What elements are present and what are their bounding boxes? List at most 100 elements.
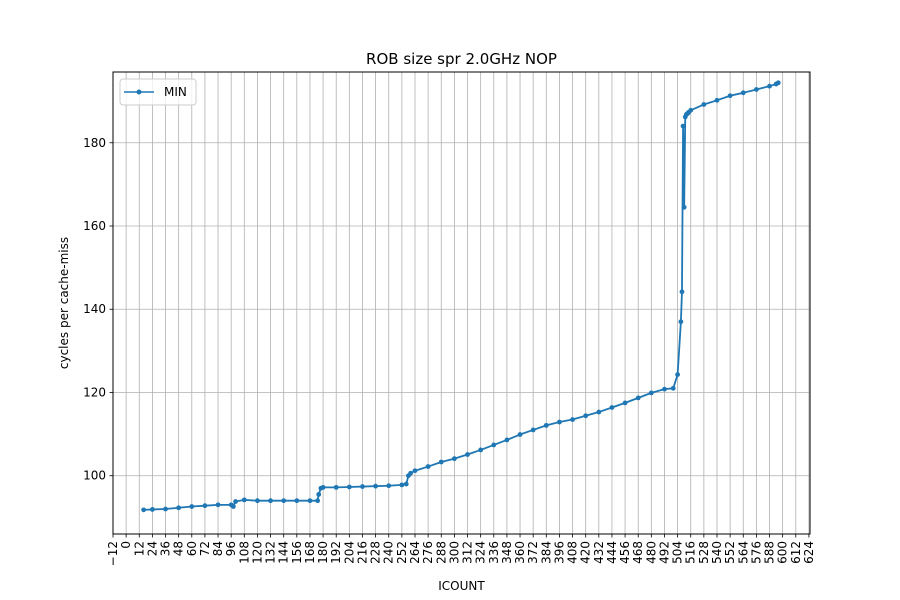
data-point xyxy=(662,386,667,392)
x-axis-label: ICOUNT xyxy=(438,579,485,593)
data-point xyxy=(215,502,221,508)
x-tick-label: 144 xyxy=(277,541,291,564)
x-tick-label: 396 xyxy=(552,541,566,564)
data-point xyxy=(775,80,781,86)
y-axis-ticks: 100 120 140 160 180 xyxy=(83,136,113,483)
data-point xyxy=(307,498,313,504)
x-tick-label: 108 xyxy=(237,541,251,564)
series-layer xyxy=(141,80,781,513)
x-tick-label: 336 xyxy=(487,541,501,564)
data-point xyxy=(680,123,686,129)
x-tick-label: 96 xyxy=(224,541,238,556)
x-tick-label: 264 xyxy=(408,541,422,564)
x-tick-label: 420 xyxy=(579,541,593,564)
legend-marker xyxy=(136,89,142,95)
x-tick-label: 588 xyxy=(763,541,777,564)
data-point xyxy=(530,427,536,433)
data-point xyxy=(670,385,676,391)
x-tick-label: 384 xyxy=(539,541,553,564)
data-point xyxy=(727,93,733,99)
x-tick-label: 576 xyxy=(749,541,763,564)
data-point xyxy=(412,468,418,474)
x-tick-label: 12 xyxy=(132,541,146,556)
data-point xyxy=(255,498,260,504)
data-point xyxy=(596,409,602,415)
x-tick-label: 516 xyxy=(684,541,698,564)
x-tick-label: 48 xyxy=(172,541,186,556)
data-point xyxy=(675,372,681,377)
grid xyxy=(112,72,810,534)
data-point xyxy=(491,442,497,448)
data-point xyxy=(315,498,321,504)
data-point xyxy=(163,506,168,512)
data-point xyxy=(465,452,470,457)
data-point xyxy=(373,483,379,489)
data-point xyxy=(281,498,287,504)
data-point xyxy=(557,419,562,425)
x-tick-label: 480 xyxy=(644,541,658,564)
data-point xyxy=(767,83,772,89)
data-point xyxy=(268,498,273,504)
x-tick-label: 168 xyxy=(303,541,317,564)
x-tick-label: 492 xyxy=(657,541,671,564)
data-point xyxy=(230,504,236,509)
data-point xyxy=(609,405,615,410)
data-point xyxy=(583,413,589,419)
y-tick-label: 180 xyxy=(83,136,106,150)
x-tick-label: −12 xyxy=(106,541,120,566)
x-tick-label: 456 xyxy=(618,541,632,564)
x-tick-label: 120 xyxy=(250,541,264,564)
x-tick-label: 444 xyxy=(605,541,619,564)
x-tick-label: 0 xyxy=(119,541,133,549)
y-tick-label: 100 xyxy=(83,469,106,483)
x-tick-label: 228 xyxy=(369,541,383,564)
data-point xyxy=(360,484,365,489)
x-axis-ticks: −12 0 12 24 36 48 60 72 84 96 108 120 132 144 156 168 18… xyxy=(106,534,816,566)
data-point xyxy=(688,107,694,113)
data-point xyxy=(622,400,628,406)
x-tick-label: 252 xyxy=(395,541,409,564)
x-tick-label: 600 xyxy=(776,541,790,564)
x-tick-label: 180 xyxy=(316,541,330,564)
data-point xyxy=(570,417,575,422)
x-tick-label: 36 xyxy=(159,541,173,556)
legend-label: MIN xyxy=(164,85,187,99)
x-tick-label: 324 xyxy=(474,541,488,564)
x-tick-label: 24 xyxy=(145,541,159,556)
data-point xyxy=(478,447,484,453)
data-point xyxy=(517,432,523,437)
x-tick-label: 204 xyxy=(342,541,356,564)
x-tick-label: 504 xyxy=(671,541,685,564)
x-tick-label: 408 xyxy=(566,541,580,564)
data-point xyxy=(408,470,414,476)
data-point xyxy=(316,492,322,497)
x-tick-label: 540 xyxy=(710,541,724,564)
data-point xyxy=(346,484,352,490)
data-point xyxy=(386,483,392,489)
x-tick-label: 468 xyxy=(631,541,645,564)
y-tick-label: 160 xyxy=(83,219,106,233)
data-point xyxy=(648,390,654,396)
data-point xyxy=(504,437,510,443)
data-point xyxy=(635,395,641,401)
data-point xyxy=(681,204,687,210)
data-point xyxy=(678,319,684,325)
data-point xyxy=(403,481,409,487)
data-point xyxy=(438,459,444,465)
data-point xyxy=(679,289,685,295)
x-tick-label: 312 xyxy=(461,541,475,564)
x-tick-label: 564 xyxy=(736,541,750,564)
data-point xyxy=(399,482,405,488)
x-tick-label: 432 xyxy=(592,541,606,564)
data-point xyxy=(320,484,326,490)
x-tick-label: 288 xyxy=(434,541,448,564)
x-tick-label: 624 xyxy=(802,541,816,564)
x-tick-label: 552 xyxy=(723,541,737,564)
data-point xyxy=(233,499,238,504)
x-tick-label: 276 xyxy=(421,541,435,564)
data-point xyxy=(141,507,147,513)
x-tick-label: 84 xyxy=(211,541,225,556)
data-point xyxy=(149,507,155,512)
x-tick-label: 240 xyxy=(382,541,396,564)
